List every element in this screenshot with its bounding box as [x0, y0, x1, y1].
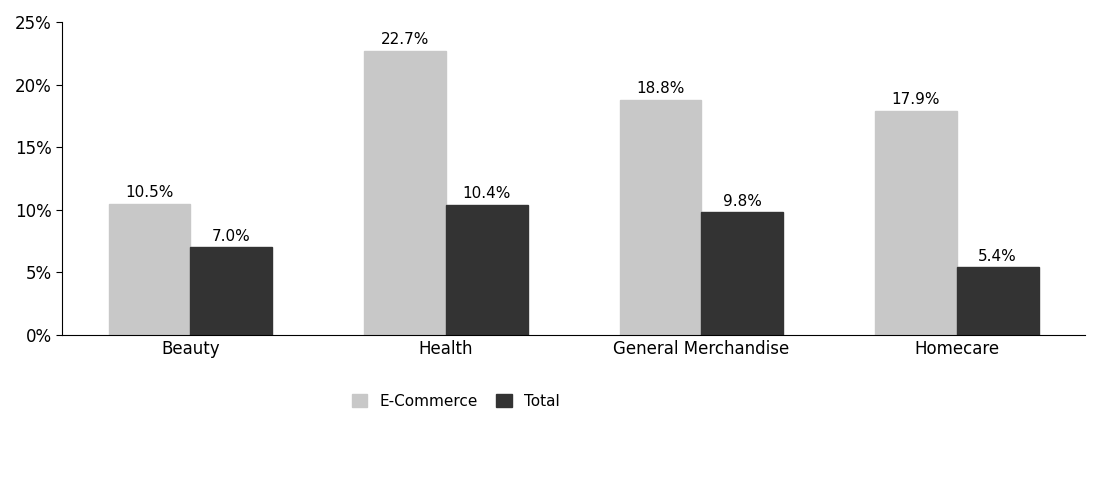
Text: 22.7%: 22.7% [381, 32, 429, 47]
Bar [364, 51, 446, 335]
Text: 18.8%: 18.8% [636, 81, 684, 96]
Text: 5.4%: 5.4% [978, 249, 1018, 263]
Bar [874, 111, 957, 335]
Bar [619, 100, 702, 335]
Text: 9.8%: 9.8% [723, 193, 761, 208]
Text: 10.5%: 10.5% [125, 185, 174, 200]
Bar [109, 204, 190, 335]
Text: 10.4%: 10.4% [462, 186, 510, 201]
Bar [190, 247, 272, 335]
Text: 17.9%: 17.9% [892, 92, 940, 107]
Legend: E-Commerce, Total: E-Commerce, Total [346, 388, 565, 415]
Text: 7.0%: 7.0% [212, 228, 251, 243]
Bar [446, 205, 528, 335]
Bar [702, 212, 783, 335]
Bar [957, 267, 1038, 335]
